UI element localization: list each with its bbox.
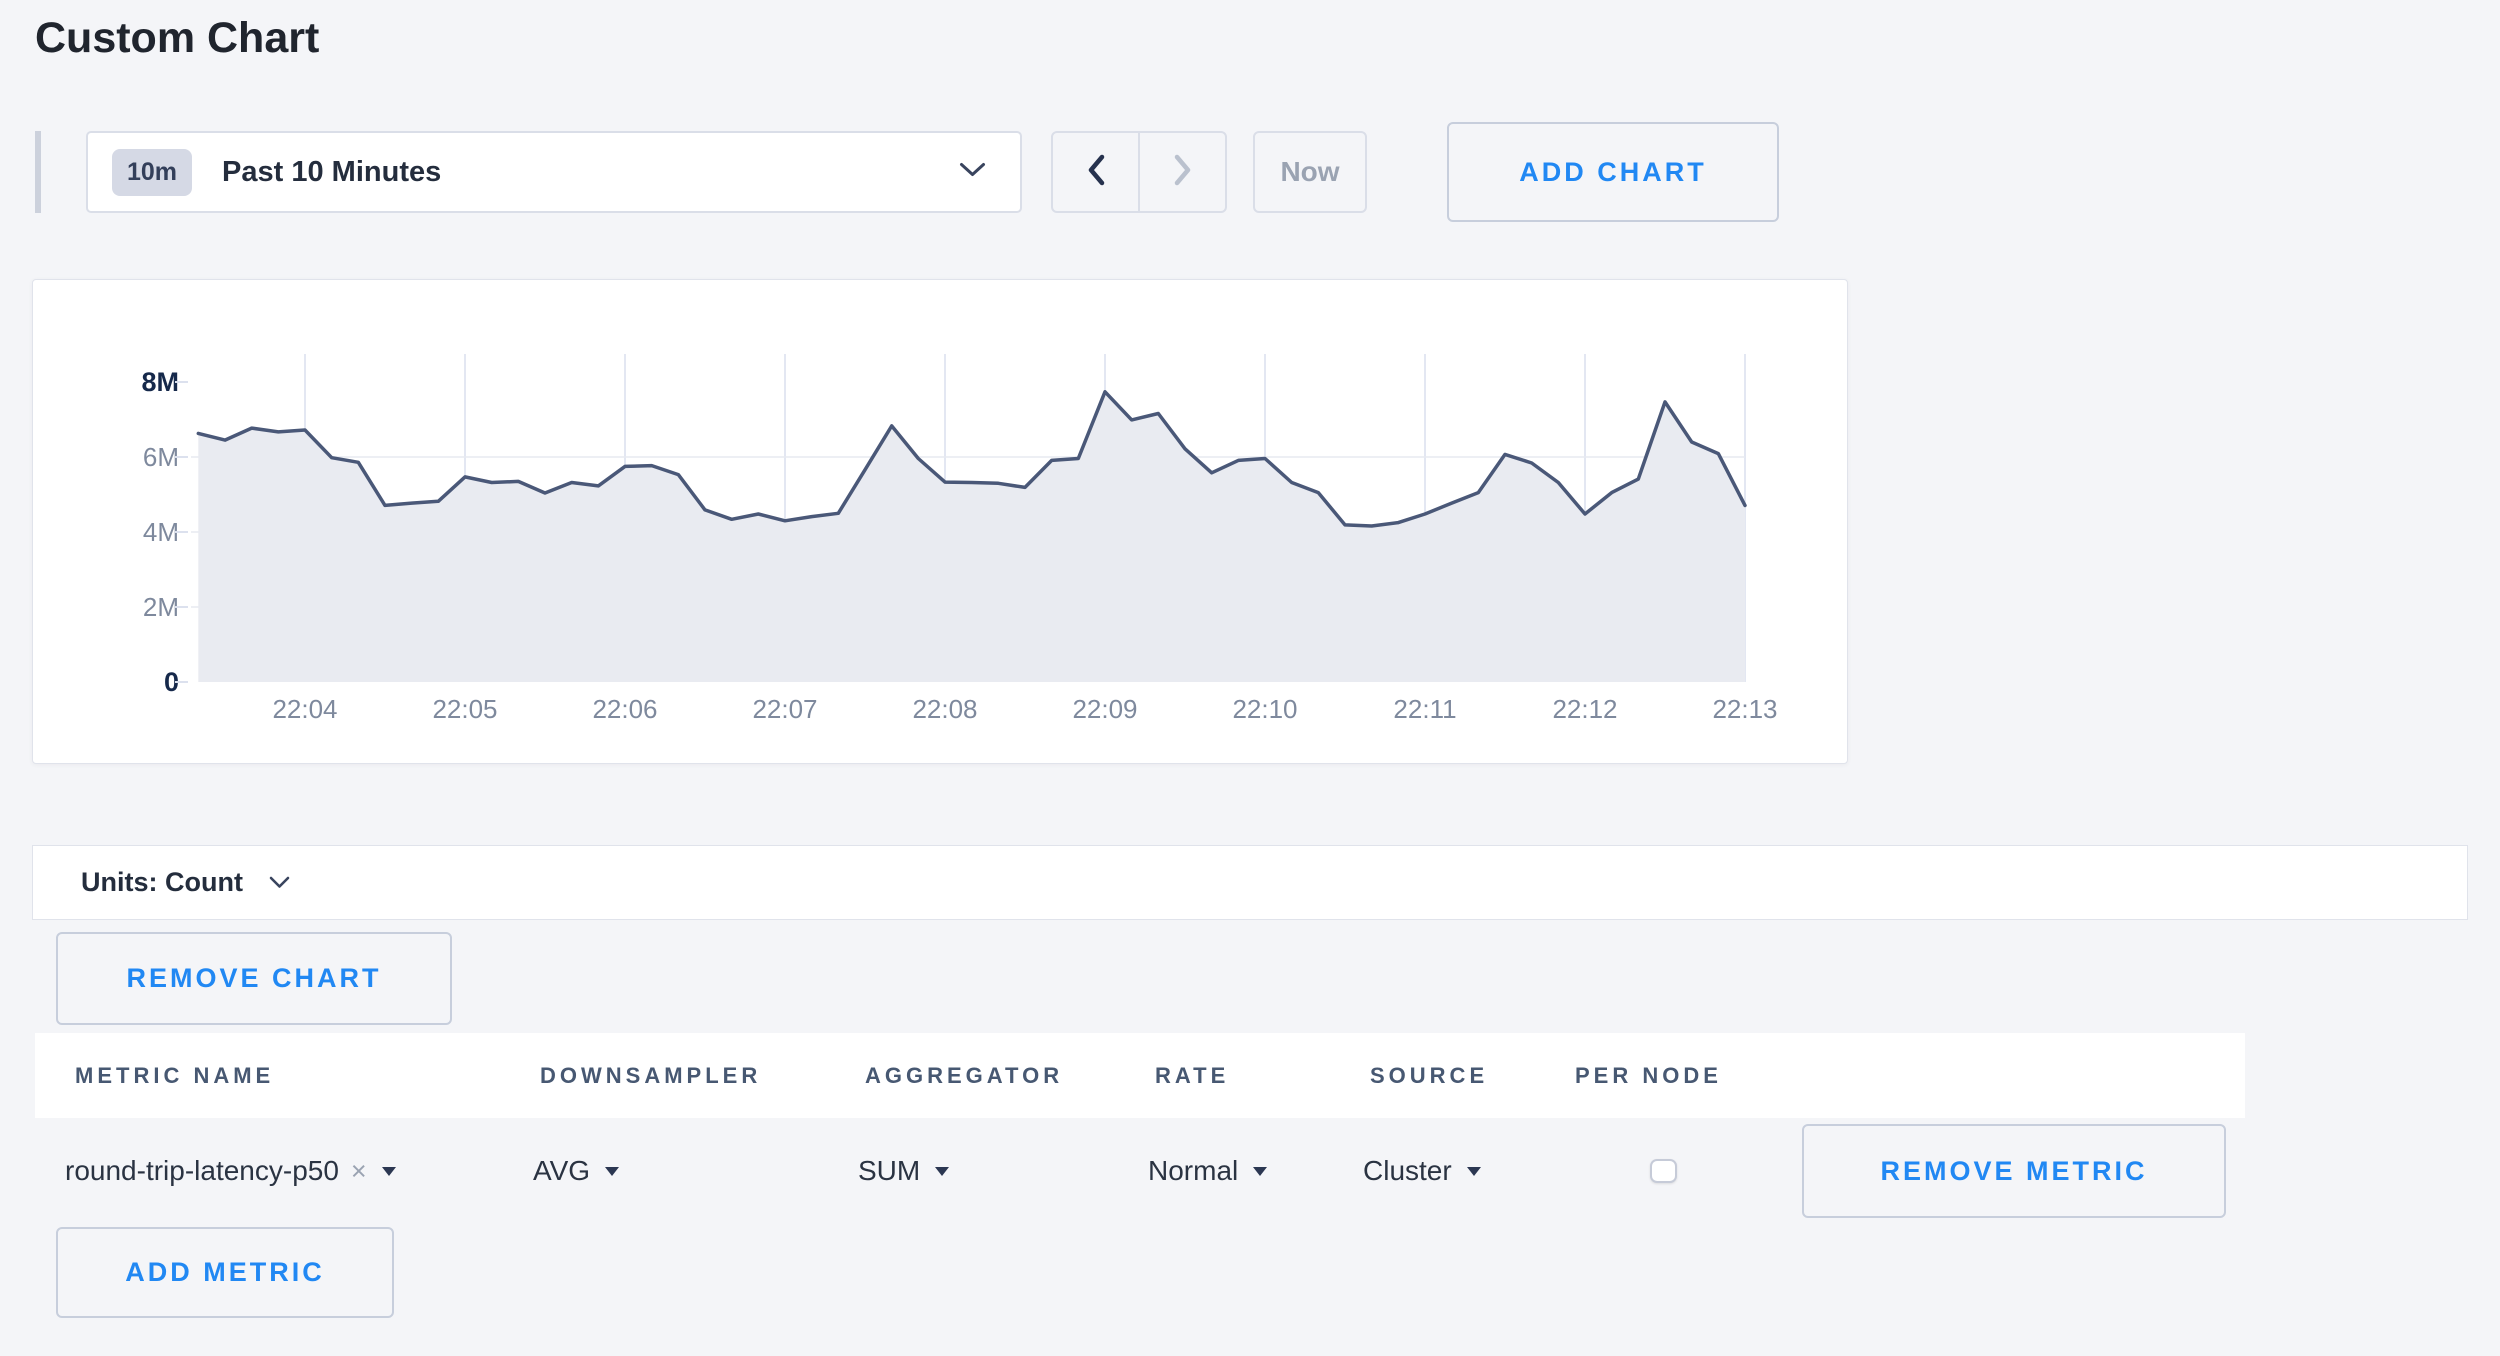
remove-chart-button[interactable]: REMOVE CHART xyxy=(56,932,452,1025)
units-label: Units: Count xyxy=(81,867,243,897)
column-header-source: SOURCE xyxy=(1370,1062,1489,1088)
metrics-table-header: METRIC NAME DOWNSAMPLER AGGREGATOR RATE … xyxy=(35,1033,2245,1118)
x-tick-label: 22:09 xyxy=(1072,694,1138,724)
source-select[interactable]: Cluster xyxy=(1363,1118,1481,1224)
downsampler-value: AVG xyxy=(533,1155,591,1186)
time-range-label: Past 10 Minutes xyxy=(222,155,442,188)
column-header-aggregator: AGGREGATOR xyxy=(865,1062,1064,1088)
per-node-checkbox[interactable] xyxy=(1650,1159,1677,1183)
prev-range-button[interactable] xyxy=(1053,133,1138,211)
chart-plot[interactable] xyxy=(175,354,1747,683)
y-tick-label: 6M xyxy=(142,442,179,472)
metric-table-row: round-trip-latency-p50 × AVG SUM Normal … xyxy=(35,1118,2245,1224)
x-tick-label: 22:13 xyxy=(1712,694,1778,724)
y-tick-label: 4M xyxy=(142,517,179,547)
x-tick-label: 22:04 xyxy=(272,694,338,724)
clear-metric-icon[interactable]: × xyxy=(350,1155,367,1186)
column-header-rate: RATE xyxy=(1155,1062,1230,1088)
chevron-right-icon xyxy=(1173,154,1193,191)
rate-value: Normal xyxy=(1148,1155,1239,1186)
chevron-down-icon xyxy=(269,876,290,888)
source-value: Cluster xyxy=(1363,1155,1452,1186)
y-tick-label: 8M xyxy=(141,367,179,397)
x-tick-label: 22:05 xyxy=(432,694,498,724)
metric-name-select[interactable]: round-trip-latency-p50 × xyxy=(65,1118,396,1224)
x-tick-label: 22:06 xyxy=(592,694,658,724)
y-tick-label: 0 xyxy=(163,667,179,697)
time-range-badge: 10m xyxy=(112,148,193,196)
aggregator-select[interactable]: SUM xyxy=(858,1118,950,1224)
page-title: Custom Chart xyxy=(35,14,320,62)
x-tick-label: 22:08 xyxy=(912,694,978,724)
column-header-downsampler: DOWNSAMPLER xyxy=(540,1062,762,1088)
time-pager xyxy=(1051,131,1227,213)
downsampler-select[interactable]: AVG xyxy=(533,1118,620,1224)
x-tick-label: 22:07 xyxy=(752,694,818,724)
add-chart-button[interactable]: ADD CHART xyxy=(1447,122,1779,222)
chevron-down-icon xyxy=(959,162,986,183)
x-tick-label: 22:10 xyxy=(1232,694,1298,724)
column-header-per-node: PER NODE xyxy=(1575,1062,1722,1088)
caret-down-icon xyxy=(605,1166,620,1176)
y-tick-label: 2M xyxy=(142,592,179,622)
chart-card: 0 2M 4M 6M 8M 22:04 22:05 22:06 22:07 22:08 22:09… xyxy=(32,279,1848,764)
caret-down-icon xyxy=(935,1166,950,1176)
next-range-button[interactable] xyxy=(1138,133,1225,211)
x-tick-label: 22:12 xyxy=(1552,694,1618,724)
rate-select[interactable]: Normal xyxy=(1148,1118,1268,1224)
x-tick-label: 22:11 xyxy=(1393,694,1457,724)
time-range-dropdown[interactable]: 10m Past 10 Minutes xyxy=(86,131,1022,213)
chevron-left-icon xyxy=(1086,154,1106,191)
add-metric-button[interactable]: ADD METRIC xyxy=(56,1227,394,1318)
caret-down-icon xyxy=(381,1166,396,1176)
caret-down-icon xyxy=(1466,1166,1481,1176)
metric-name-value: round-trip-latency-p50 xyxy=(65,1155,339,1186)
column-header-metric-name: METRIC NAME xyxy=(75,1062,275,1088)
remove-metric-button[interactable]: REMOVE METRIC xyxy=(1802,1124,2226,1218)
aggregator-value: SUM xyxy=(858,1155,921,1186)
units-dropdown[interactable]: Units: Count xyxy=(32,845,2468,920)
toolbar-accent-bar xyxy=(35,131,41,213)
caret-down-icon xyxy=(1253,1166,1268,1176)
now-button[interactable]: Now xyxy=(1253,131,1367,213)
